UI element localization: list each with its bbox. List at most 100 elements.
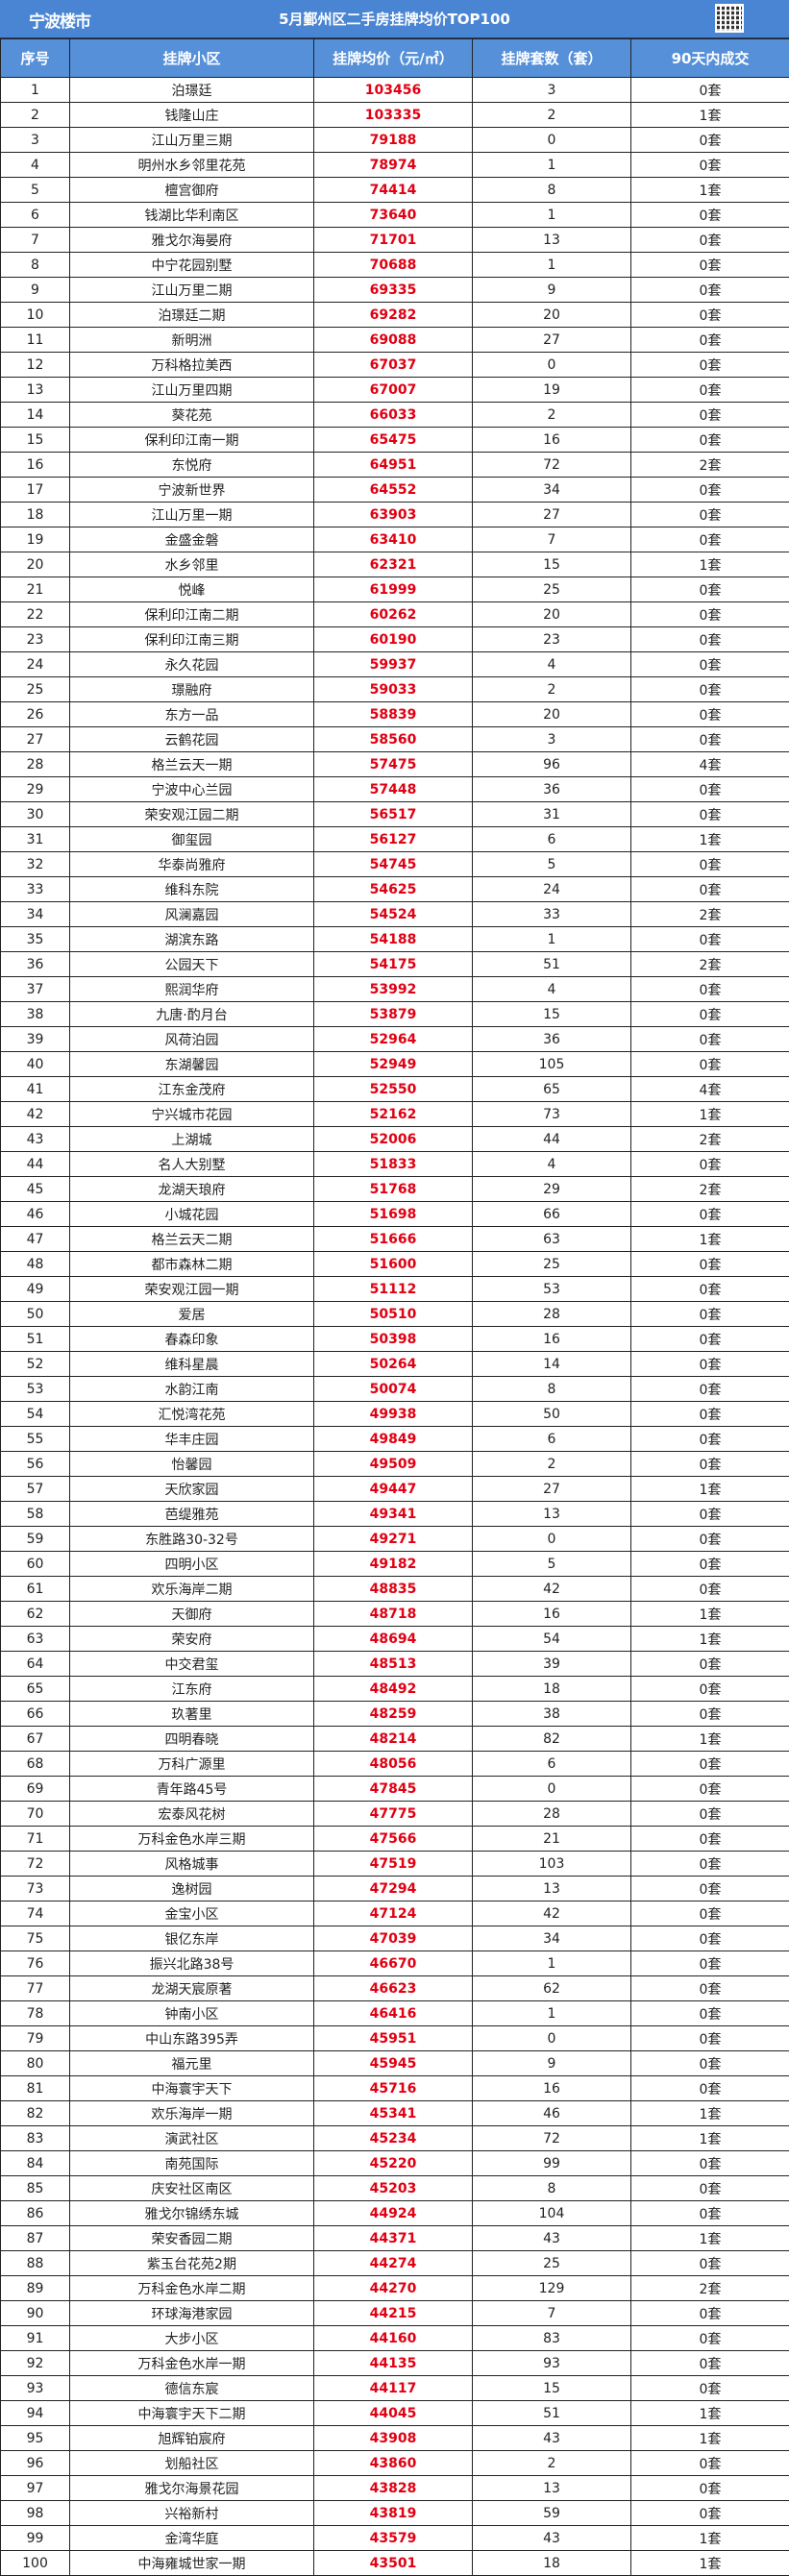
table-row: 60 四明小区 49182 5 0套 <box>0 1551 789 1577</box>
deals-90d-cell: 0套 <box>630 801 789 827</box>
community-cell: 青年路45号 <box>69 1776 314 1802</box>
table-row: 9 江山万里二期 69335 9 0套 <box>0 277 789 303</box>
listing-count-cell: 1 <box>472 926 631 952</box>
table-row: 86 雅戈尔锦绣东城 44924 104 0套 <box>0 2200 789 2226</box>
avg-price-cell: 59033 <box>313 676 473 702</box>
listing-count-cell: 66 <box>472 1201 631 1227</box>
community-cell: 逸树园 <box>69 1876 314 1901</box>
deals-90d-cell: 0套 <box>630 1901 789 1926</box>
avg-price-cell: 45945 <box>313 2050 473 2076</box>
community-cell: 中交君玺 <box>69 1651 314 1677</box>
table-row: 59 东胜路30-32号 49271 0 0套 <box>0 1526 789 1552</box>
community-cell: 旭辉铂宸府 <box>69 2425 314 2451</box>
avg-price-cell: 44135 <box>313 2350 473 2376</box>
rank-cell: 39 <box>0 1026 70 1052</box>
avg-price-cell: 54625 <box>313 876 473 902</box>
rank-cell: 55 <box>0 1426 70 1452</box>
deals-90d-cell: 0套 <box>630 601 789 627</box>
table-row: 56 怡馨园 49509 2 0套 <box>0 1451 789 1477</box>
rank-cell: 7 <box>0 227 70 253</box>
table-row: 21 悦峰 61999 25 0套 <box>0 577 789 602</box>
rank-cell: 11 <box>0 327 70 353</box>
deals-90d-cell: 0套 <box>630 402 789 428</box>
avg-price-cell: 49509 <box>313 1451 473 1477</box>
deals-90d-cell: 0套 <box>630 1701 789 1727</box>
listing-count-cell: 82 <box>472 1726 631 1752</box>
avg-price-cell: 44160 <box>313 2325 473 2351</box>
listing-count-cell: 18 <box>472 1676 631 1702</box>
community-cell: 四明小区 <box>69 1551 314 1577</box>
community-cell: 宁波新世界 <box>69 477 314 503</box>
deals-90d-cell: 0套 <box>630 1201 789 1227</box>
rank-cell: 63 <box>0 1626 70 1652</box>
rank-cell: 65 <box>0 1676 70 1702</box>
community-cell: 振兴北路38号 <box>69 1950 314 1976</box>
avg-price-cell: 51768 <box>313 1176 473 1202</box>
avg-price-cell: 45203 <box>313 2175 473 2201</box>
listing-count-cell: 34 <box>472 477 631 503</box>
avg-price-cell: 61999 <box>313 577 473 602</box>
table-row: 74 金宝小区 47124 42 0套 <box>0 1901 789 1926</box>
community-cell: 天欣家园 <box>69 1476 314 1502</box>
avg-price-cell: 51112 <box>313 1276 473 1302</box>
column-header-listing-count: 挂牌套数（套） <box>472 38 631 78</box>
rank-cell: 42 <box>0 1101 70 1127</box>
table-row: 34 风澜嘉园 54524 33 2套 <box>0 901 789 927</box>
listing-count-cell: 27 <box>472 327 631 353</box>
page-title: 5月鄞州区二手房挂牌均价TOP100 <box>279 11 510 28</box>
deals-90d-cell: 0套 <box>630 2200 789 2226</box>
avg-price-cell: 79188 <box>313 127 473 153</box>
avg-price-cell: 48694 <box>313 1626 473 1652</box>
listing-count-cell: 4 <box>472 976 631 1002</box>
table-row: 4 明州水乡邻里花苑 78974 1 0套 <box>0 152 789 178</box>
table-row: 53 水韵江南 50074 8 0套 <box>0 1376 789 1402</box>
deals-90d-cell: 0套 <box>630 1026 789 1052</box>
avg-price-cell: 52949 <box>313 1051 473 1077</box>
table-row: 8 中宁花园别墅 70688 1 0套 <box>0 252 789 278</box>
rank-cell: 41 <box>0 1076 70 1102</box>
rank-cell: 8 <box>0 252 70 278</box>
community-cell: 宏泰风花树 <box>69 1801 314 1827</box>
table-row: 93 德信东宸 44117 15 0套 <box>0 2375 789 2401</box>
table-row: 75 银亿东岸 47039 34 0套 <box>0 1926 789 1951</box>
deals-90d-cell: 0套 <box>630 527 789 552</box>
avg-price-cell: 48835 <box>313 1576 473 1602</box>
table-row: 62 天御府 48718 16 1套 <box>0 1601 789 1627</box>
deals-90d-cell: 1套 <box>630 102 789 128</box>
avg-price-cell: 49341 <box>313 1501 473 1527</box>
deals-90d-cell: 0套 <box>630 1451 789 1477</box>
rank-cell: 96 <box>0 2450 70 2476</box>
avg-price-cell: 52964 <box>313 1026 473 1052</box>
avg-price-cell: 103335 <box>313 102 473 128</box>
table-row: 19 金盛金磐 63410 7 0套 <box>0 527 789 552</box>
listing-count-cell: 73 <box>472 1101 631 1127</box>
avg-price-cell: 49849 <box>313 1426 473 1452</box>
table-row: 94 中海寰宇天下二期 44045 51 1套 <box>0 2400 789 2426</box>
listing-count-cell: 8 <box>472 177 631 203</box>
column-header-community: 挂牌小区 <box>69 38 314 78</box>
listing-count-cell: 13 <box>472 1501 631 1527</box>
avg-price-cell: 70688 <box>313 252 473 278</box>
community-cell: 环球海港家园 <box>69 2300 314 2326</box>
rank-cell: 67 <box>0 1726 70 1752</box>
avg-price-cell: 52006 <box>313 1126 473 1152</box>
rank-cell: 17 <box>0 477 70 503</box>
listing-count-cell: 93 <box>472 2350 631 2376</box>
column-header-avg-price: 挂牌均价（元/㎡） <box>313 38 473 78</box>
avg-price-cell: 46623 <box>313 1975 473 2001</box>
avg-price-cell: 49938 <box>313 1401 473 1427</box>
table-row: 91 大步小区 44160 83 0套 <box>0 2325 789 2351</box>
listing-count-cell: 0 <box>472 127 631 153</box>
community-cell: 明州水乡邻里花苑 <box>69 152 314 178</box>
avg-price-cell: 47519 <box>313 1851 473 1877</box>
avg-price-cell: 65475 <box>313 427 473 453</box>
deals-90d-cell: 1套 <box>630 2550 789 2576</box>
deals-90d-cell: 0套 <box>630 277 789 303</box>
deals-90d-cell: 1套 <box>630 1476 789 1502</box>
table-row: 52 维科星晨 50264 14 0套 <box>0 1351 789 1377</box>
avg-price-cell: 54745 <box>313 851 473 877</box>
listing-count-cell: 5 <box>472 1551 631 1577</box>
avg-price-cell: 45220 <box>313 2150 473 2176</box>
deals-90d-cell: 1套 <box>630 177 789 203</box>
deals-90d-cell: 0套 <box>630 1276 789 1302</box>
